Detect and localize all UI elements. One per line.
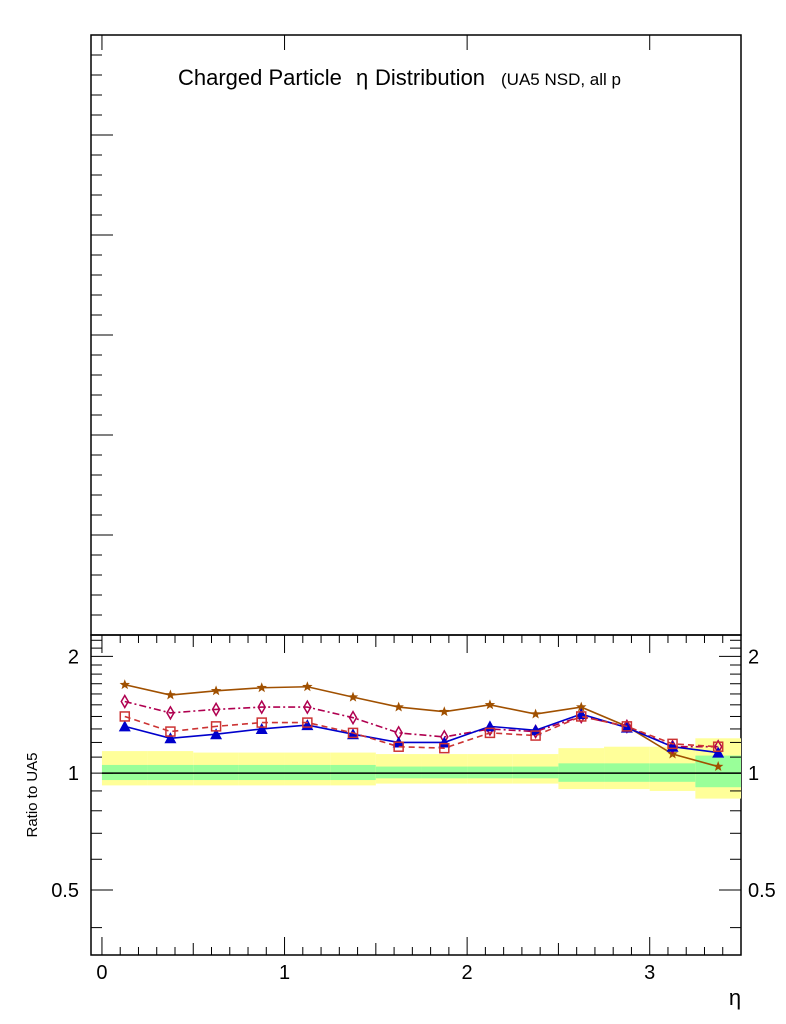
series-line — [124, 700, 719, 748]
chart-title-symbol: η — [356, 65, 368, 90]
y-tick-label-right: 2 — [748, 646, 759, 668]
data-point — [164, 732, 177, 744]
data-point — [165, 726, 176, 737]
data-point — [210, 728, 223, 740]
upper-panel-y-ticks — [91, 34, 651, 636]
data-point — [484, 727, 496, 739]
data-point — [575, 711, 587, 722]
y-tick-label-left: 1 — [68, 763, 79, 785]
data-point — [302, 717, 313, 728]
data-point — [348, 710, 358, 726]
data-point — [529, 724, 542, 736]
data-point — [393, 701, 404, 712]
data-point — [667, 738, 678, 750]
ratio-panel-frame — [90, 634, 742, 956]
x-tick-label: 2 — [462, 962, 473, 984]
ratio-bands — [101, 738, 741, 799]
series-3 — [119, 711, 724, 754]
data-point — [302, 681, 313, 692]
data-point — [255, 722, 268, 734]
y-axis-title: Ratio to UA5 — [24, 752, 41, 837]
data-point — [712, 761, 724, 772]
series-line — [124, 683, 719, 768]
data-point — [347, 691, 359, 702]
x-tick-label: 3 — [644, 962, 655, 984]
data-point — [120, 694, 130, 709]
data-point — [211, 701, 221, 717]
data-point — [576, 701, 587, 712]
ratio-series — [118, 679, 725, 772]
y-tick-label-left: 0.5 — [51, 880, 79, 902]
y-tick-labels: 2 2 1 1 0.5 0.5 — [51, 646, 776, 902]
data-point — [621, 721, 633, 732]
data-point — [302, 699, 312, 715]
x-tick-label: 1 — [279, 962, 290, 984]
data-point — [119, 711, 131, 722]
data-point — [119, 679, 131, 690]
y-tick-label-left: 2 — [68, 646, 79, 668]
data-point — [530, 730, 541, 741]
x-tick-labels: 0 1 2 3 — [96, 962, 655, 984]
data-point — [439, 742, 450, 754]
series-0 — [119, 679, 724, 772]
data-point — [439, 706, 450, 717]
data-point — [166, 705, 175, 721]
y-tick-label-right: 0.5 — [748, 880, 776, 902]
data-point — [210, 685, 222, 696]
data-point — [256, 682, 267, 693]
data-point — [210, 721, 222, 732]
chart-title: Charged Particle — [178, 65, 342, 90]
data-point — [165, 689, 176, 700]
data-point — [530, 708, 541, 719]
ratio-grid-ticks — [91, 635, 741, 955]
y-tick-label-right: 1 — [748, 763, 759, 785]
x-tick-label: 0 — [96, 962, 107, 984]
chart-subtitle: (UA5 NSD, all p — [501, 70, 621, 89]
data-point — [257, 699, 267, 715]
data-point — [118, 720, 131, 732]
series-2 — [118, 708, 725, 758]
data-point — [668, 739, 677, 755]
data-point — [712, 741, 724, 752]
data-point — [438, 736, 451, 748]
data-point — [256, 717, 267, 728]
data-point — [347, 727, 359, 739]
upper-panel-frame — [90, 34, 742, 636]
x-axis-title: η — [729, 985, 741, 1010]
series-line — [124, 713, 719, 754]
band-inner — [695, 755, 741, 788]
data-point — [484, 699, 496, 710]
data-point — [393, 741, 404, 752]
series-line — [124, 715, 719, 749]
data-point — [712, 746, 725, 758]
chart-title-suffix: Distribution — [375, 65, 485, 90]
